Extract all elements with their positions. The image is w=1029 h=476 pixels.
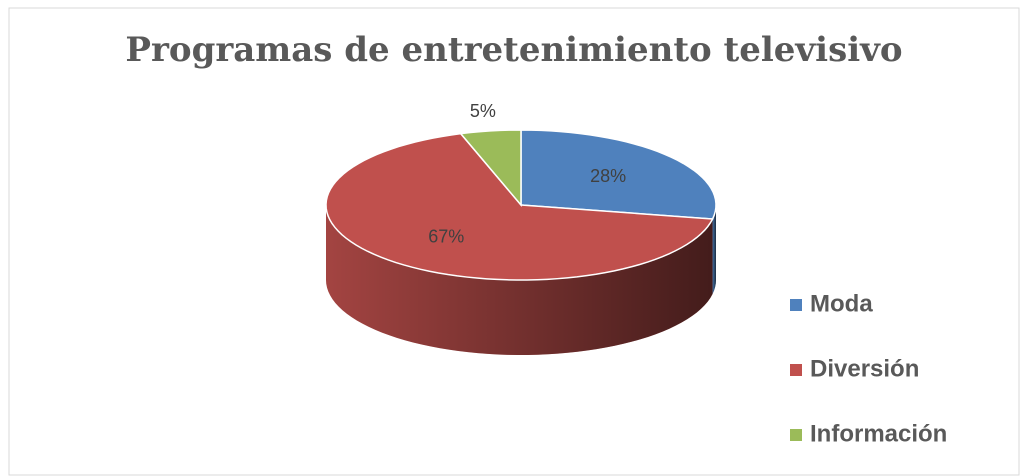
slice [520,129,717,220]
data-label: 28% [590,166,626,186]
slice-side-shade [712,205,716,295]
slice [459,129,522,208]
legend-label: Moda [810,290,873,317]
legend-swatch [790,299,802,311]
legend-label: Diversión [810,355,919,382]
data-label: 5% [470,101,496,121]
legend-swatch [790,364,802,376]
legend-label: Información [810,420,947,447]
data-label: 67% [428,226,464,246]
legend-swatch [790,429,802,441]
slice [325,132,714,281]
chart-title: Programas de entretenimiento televisivo [125,30,902,70]
